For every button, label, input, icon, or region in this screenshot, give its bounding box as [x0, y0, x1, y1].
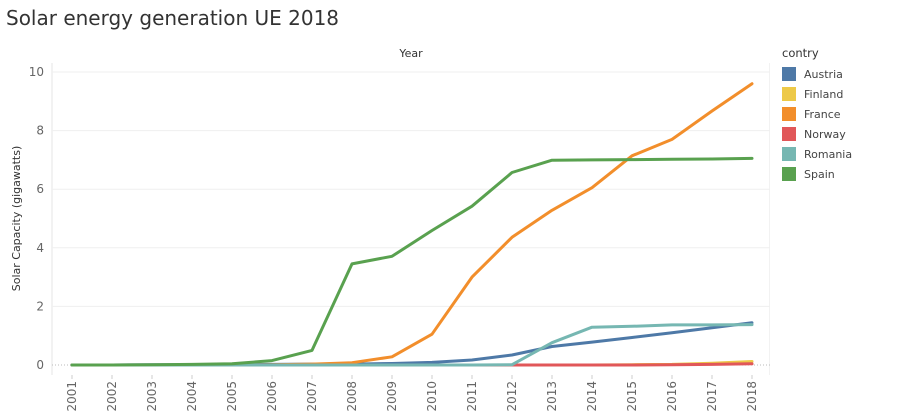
x-tick-label: 2014: [585, 381, 599, 412]
legend-swatch: [782, 87, 796, 101]
series-line-france: [70, 82, 754, 367]
legend-item-austria[interactable]: Austria: [782, 64, 852, 84]
legend: contry Austria Finland France Norway Rom…: [782, 46, 852, 184]
chart-title: Solar energy generation UE 2018: [6, 6, 340, 30]
legend-label: Finland: [804, 87, 844, 101]
legend-item-finland[interactable]: Finland: [782, 84, 852, 104]
x-tick-label: 2006: [265, 381, 279, 412]
x-tick-label: 2010: [425, 381, 439, 412]
x-tick-label: 2016: [665, 381, 679, 412]
x-tick-label: 2004: [185, 381, 199, 412]
x-tick-label: 2018: [745, 381, 759, 412]
y-tick-label: 6: [36, 182, 44, 196]
y-tick-label: 10: [29, 65, 44, 79]
legend-label: Spain: [804, 167, 835, 181]
legend-label: Norway: [804, 127, 846, 141]
legend-swatch: [782, 107, 796, 121]
x-tick-label: 2008: [345, 381, 359, 412]
line-chart: Year Solar Capacity (gigawatts) 0 2 4 6 8 10 200…: [10, 47, 770, 412]
legend-label: Romania: [804, 147, 853, 161]
legend-label: Austria: [804, 67, 843, 81]
x-tick-label: 2007: [305, 381, 319, 412]
legend-label: France: [804, 107, 841, 121]
legend-item-norway[interactable]: Norway: [782, 124, 852, 144]
x-tick-label: 2011: [465, 381, 479, 412]
series-line-spain: [70, 156, 754, 367]
y-tick-label: 4: [36, 241, 44, 255]
x-tick-label: 2015: [625, 381, 639, 412]
y-tick-label: 0: [36, 358, 44, 372]
legend-item-france[interactable]: France: [782, 104, 852, 124]
legend-swatch: [782, 127, 796, 141]
legend-swatch: [782, 147, 796, 161]
x-tick-label: 2005: [225, 381, 239, 412]
legend-item-romania[interactable]: Romania: [782, 144, 852, 164]
y-tick-label: 2: [36, 299, 44, 313]
y-axis-label: Solar Capacity (gigawatts): [10, 146, 23, 292]
legend-swatch: [782, 167, 796, 181]
x-tick-label: 2001: [65, 381, 79, 412]
x-tick-label: 2017: [705, 381, 719, 412]
x-axis-label: Year: [398, 47, 423, 60]
legend-item-spain[interactable]: Spain: [782, 164, 852, 184]
x-tick-label: 2013: [545, 381, 559, 412]
x-tick-label: 2009: [385, 381, 399, 412]
legend-title: contry: [782, 46, 819, 60]
x-tick-label: 2012: [505, 381, 519, 412]
y-tick-label: 8: [36, 124, 44, 138]
legend-swatch: [782, 67, 796, 81]
x-tick-label: 2003: [145, 381, 159, 412]
x-tick-label: 2002: [105, 381, 119, 412]
